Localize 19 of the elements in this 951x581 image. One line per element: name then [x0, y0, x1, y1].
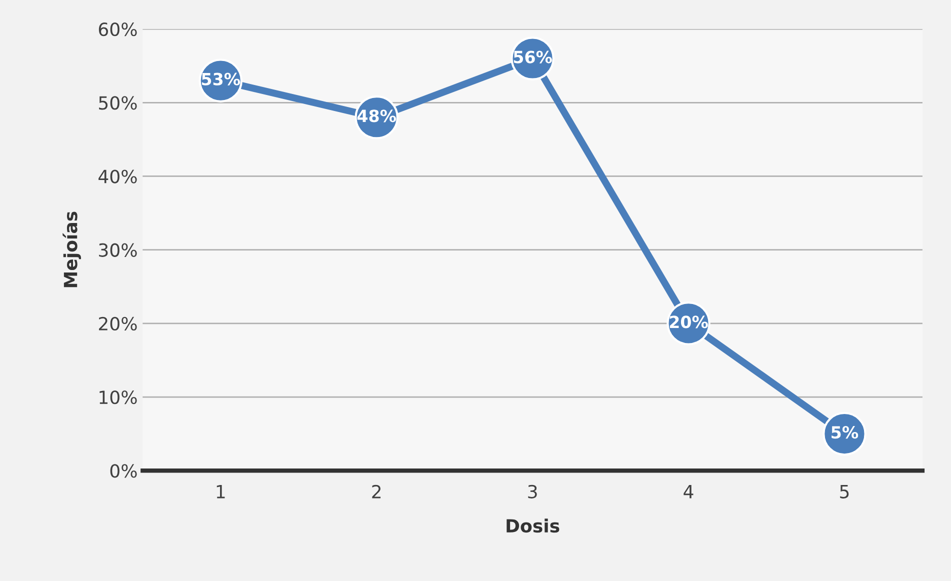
data-label: 56%	[514, 50, 552, 64]
y-tick-label: 0%	[110, 464, 137, 478]
x-tick-label: 1	[216, 485, 225, 498]
y-tick-label: 10%	[100, 390, 137, 404]
y-tick-label: 20%	[98, 316, 137, 331]
x-tick-label: 5	[840, 485, 849, 498]
data-label: 53%	[202, 72, 240, 86]
x-tick-label: 4	[684, 485, 694, 498]
y-tick-label: 60%	[98, 22, 137, 36]
y-tick-label: 40%	[98, 170, 137, 184]
data-label: 48%	[357, 110, 396, 122]
data-label: 20%	[670, 316, 708, 328]
x-tick-label: 3	[528, 484, 537, 498]
y-tick-label: 30%	[99, 243, 137, 257]
x-tick-label: 2	[372, 484, 381, 498]
y-axis-title: Mejoías	[62, 212, 81, 288]
data-label: 5%	[832, 426, 858, 439]
y-tick-label: 50%	[99, 96, 137, 110]
x-axis-title: Dosis	[506, 518, 560, 533]
